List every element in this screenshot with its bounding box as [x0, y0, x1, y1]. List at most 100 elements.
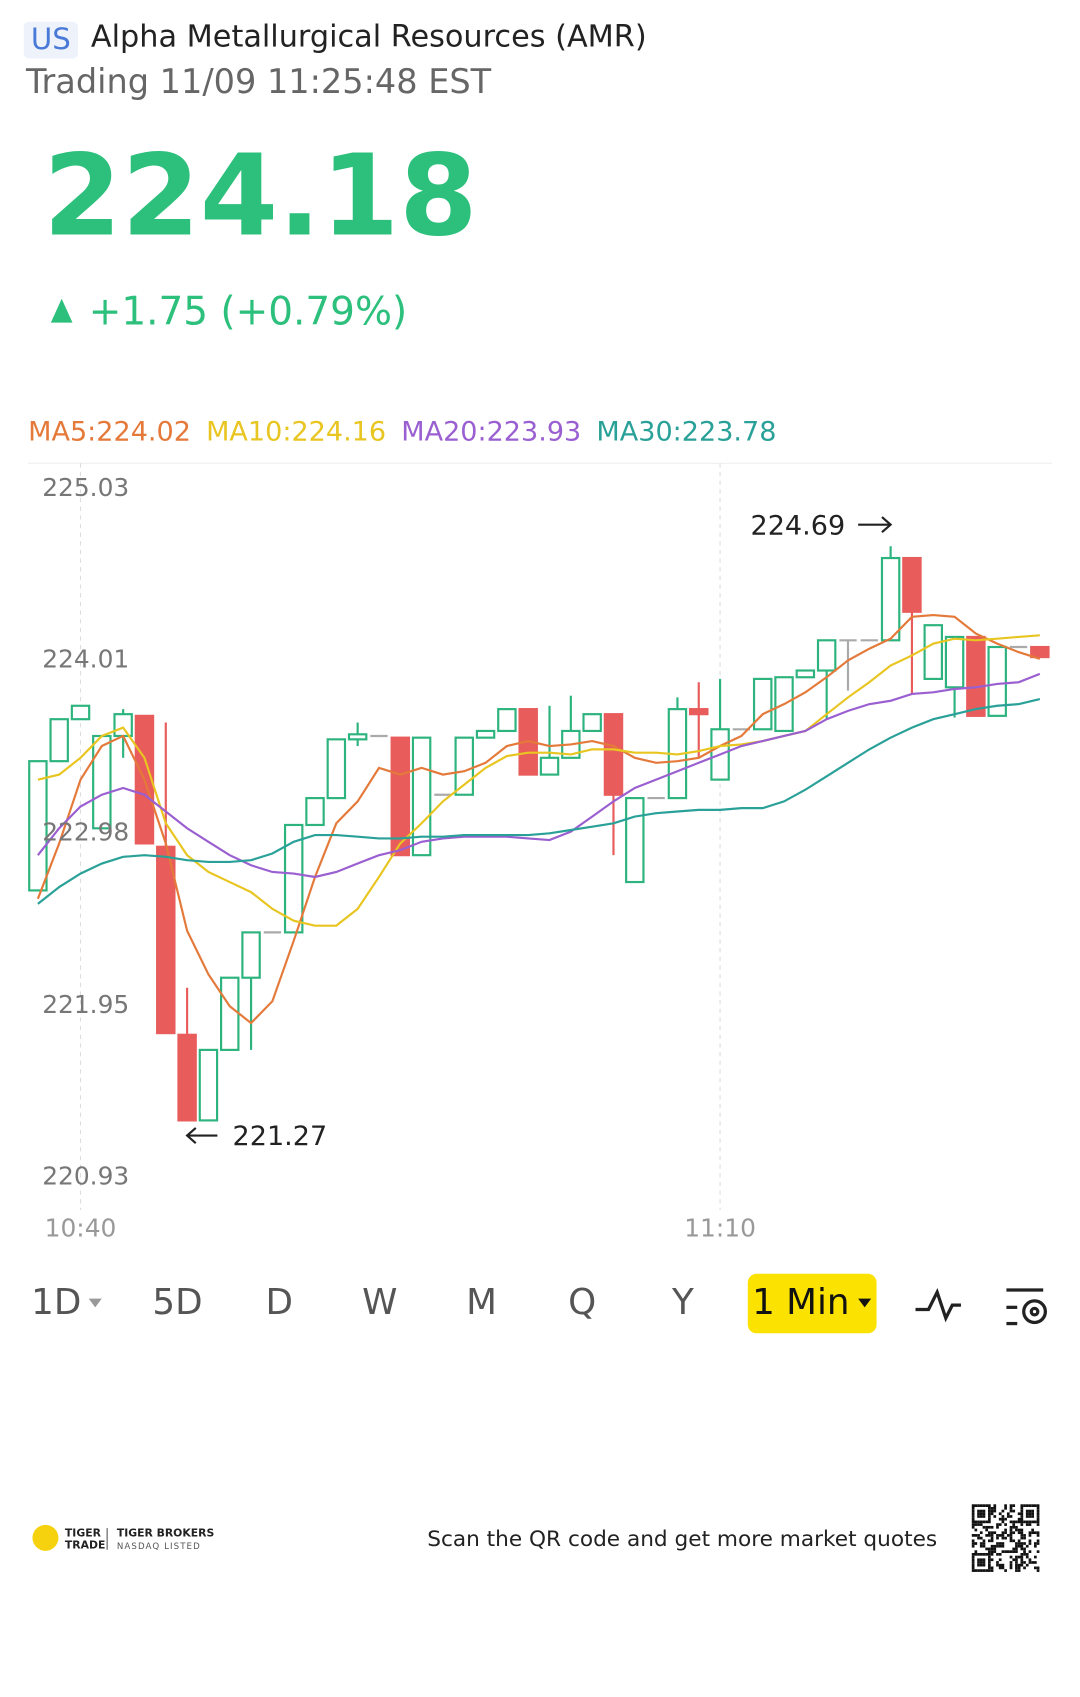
qr-module: [1012, 1550, 1016, 1553]
qr-module: [971, 1509, 975, 1513]
y-tick-label: 221.95: [42, 990, 129, 1019]
qr-module: [1015, 1520, 1018, 1524]
tab[interactable]: 1D: [31, 1282, 81, 1323]
qr-module: [988, 1550, 991, 1553]
qr-module: [982, 1569, 986, 1572]
qr-module: [988, 1569, 991, 1572]
qr-module: [1036, 1504, 1040, 1507]
tab[interactable]: 5D: [152, 1282, 202, 1323]
qr-module: [1028, 1523, 1032, 1526]
qr-module: [998, 1542, 1002, 1545]
qr-module: [998, 1534, 1002, 1537]
qr-module: [993, 1515, 997, 1518]
qr-module: [1017, 1555, 1021, 1559]
qr-module: [982, 1509, 986, 1513]
candle-body: [28, 760, 48, 892]
qr-module: [1020, 1552, 1024, 1556]
qr-module: [979, 1515, 983, 1518]
y-tick-label: 222.98: [42, 817, 129, 846]
qr-module: [1031, 1509, 1035, 1513]
tab[interactable]: W: [362, 1282, 397, 1323]
qr-module: [1036, 1520, 1040, 1524]
candle-body: [816, 639, 837, 672]
qr-module: [1028, 1534, 1032, 1537]
qr-module: [971, 1520, 975, 1524]
qr-module: [971, 1523, 975, 1526]
qr-module: [990, 1512, 994, 1516]
legend-entry: MA10:224.16: [206, 416, 386, 447]
candle-body: [177, 1033, 197, 1122]
qr-module: [1015, 1547, 1018, 1551]
market-badge: [23, 21, 78, 59]
qr-module: [1015, 1569, 1018, 1572]
qr-module: [982, 1512, 986, 1516]
qr-module: [971, 1563, 975, 1567]
tab[interactable]: Y: [671, 1282, 694, 1323]
candle-body: [902, 556, 922, 613]
qr-module: [993, 1506, 997, 1510]
tab[interactable]: D: [265, 1282, 293, 1323]
settings-icon[interactable]: [1006, 1288, 1047, 1326]
qr-module: [1006, 1512, 1010, 1516]
qr-module: [974, 1528, 978, 1532]
qr-module: [1020, 1561, 1024, 1564]
qr-module: [1017, 1528, 1021, 1532]
qr-module: [988, 1515, 991, 1518]
qr-module: [1020, 1517, 1024, 1521]
qr-module: [985, 1569, 989, 1572]
qr-module: [982, 1525, 986, 1529]
qr-module: [977, 1561, 980, 1564]
qr-module: [988, 1531, 991, 1535]
qr-module: [974, 1542, 978, 1545]
qr-module: [1036, 1542, 1040, 1545]
qr-module: [1004, 1504, 1007, 1507]
qr-module: [998, 1544, 1002, 1548]
low-annotation: 221.27: [233, 1121, 328, 1152]
qr-module: [998, 1517, 1002, 1521]
qr-module: [1036, 1534, 1040, 1537]
qr-module: [1023, 1536, 1026, 1540]
qr-module: [988, 1561, 991, 1564]
qr-code: [971, 1504, 1040, 1572]
qr-module: [996, 1544, 999, 1548]
qr-module: [1025, 1523, 1029, 1526]
candle-body: [795, 669, 816, 679]
tab[interactable]: Q: [568, 1282, 596, 1323]
qr-module: [977, 1520, 980, 1524]
ma-line: [37, 698, 1041, 905]
qr-module: [988, 1555, 991, 1559]
qr-module: [1006, 1534, 1010, 1537]
qr-module: [1004, 1569, 1007, 1572]
candle-body: [582, 713, 602, 733]
qr-module: [977, 1563, 980, 1567]
qr-module: [1023, 1547, 1026, 1551]
dropdown-icon: [88, 1298, 102, 1308]
qr-module: [1017, 1517, 1021, 1521]
qr-module: [988, 1512, 991, 1516]
qr-module: [1009, 1531, 1013, 1535]
candle-body: [156, 845, 176, 1035]
qr-module: [971, 1555, 975, 1559]
tab[interactable]: 1 Min: [752, 1282, 849, 1323]
tab[interactable]: M: [466, 1282, 497, 1323]
qr-module: [1015, 1528, 1018, 1532]
qr-module: [1001, 1515, 1005, 1518]
qr-module: [1001, 1517, 1005, 1521]
qr-module: [979, 1512, 983, 1516]
qr-module: [1015, 1563, 1018, 1567]
qr-module: [996, 1523, 999, 1526]
legend-entry: MA20:223.93: [401, 416, 581, 447]
qr-module: [1015, 1561, 1018, 1564]
qr-module: [990, 1569, 994, 1572]
qr-module: [985, 1520, 989, 1524]
indicator-icon[interactable]: [915, 1287, 961, 1323]
qr-module: [1031, 1512, 1035, 1516]
candle-body: [326, 738, 347, 800]
brand-line: TRADE: [65, 1538, 105, 1551]
qr-module: [1020, 1515, 1024, 1518]
legend: MA5:224.02 MA10:224.16 MA20:223.93 MA30:223…: [28, 416, 776, 447]
qr-module: [1017, 1542, 1021, 1545]
qr-module: [971, 1561, 975, 1564]
brand-line: TIGER: [65, 1527, 102, 1540]
qr-module: [971, 1539, 975, 1543]
